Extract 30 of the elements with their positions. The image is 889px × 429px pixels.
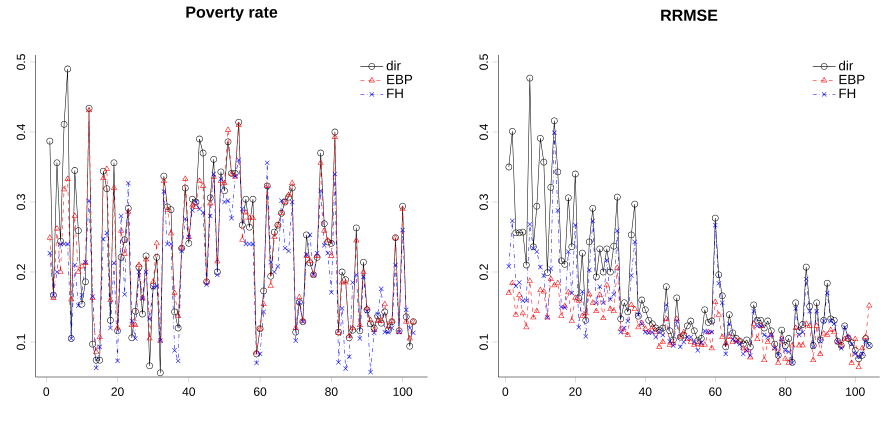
x-tick-label: 40 xyxy=(638,387,652,396)
x-tick-label: 40 xyxy=(182,387,196,396)
x-tick-label: 80 xyxy=(325,387,338,396)
y-tick-label: 0.5 xyxy=(16,54,26,70)
legend-label: FH xyxy=(840,88,856,98)
legend-label: EBP xyxy=(840,74,864,84)
x-tick-label: 80 xyxy=(779,387,792,396)
y-tick-label: 0.3 xyxy=(479,194,488,210)
legend-label: dir xyxy=(386,60,401,70)
x-tick-label: 60 xyxy=(709,387,722,396)
y-tick-label: 0.1 xyxy=(479,334,488,350)
legend-label: FH xyxy=(387,88,403,98)
y-tick-label: 0.2 xyxy=(16,264,26,280)
x-tick-label: 0 xyxy=(502,387,508,396)
x-tick-label: 0 xyxy=(43,387,50,396)
legend-label: EBP xyxy=(387,74,412,84)
y-tick-label: 0.2 xyxy=(479,264,488,280)
y-tick-label: 0.4 xyxy=(479,124,488,140)
y-tick-label: 0.5 xyxy=(479,54,488,70)
y-tick-label: 0.3 xyxy=(16,194,26,210)
x-tick-label: 60 xyxy=(254,387,266,396)
x-tick-label: 20 xyxy=(569,387,582,396)
x-tick-label: 20 xyxy=(111,387,124,396)
x-tick-label: 100 xyxy=(394,387,412,396)
chart-title: Poverty rate xyxy=(186,6,278,21)
x-tick-label: 100 xyxy=(846,387,865,396)
y-tick-label: 0.4 xyxy=(16,124,26,140)
legend-label: dir xyxy=(839,60,854,70)
chart-title: RRMSE xyxy=(661,10,718,21)
y-tick-label: 0.1 xyxy=(16,334,26,350)
